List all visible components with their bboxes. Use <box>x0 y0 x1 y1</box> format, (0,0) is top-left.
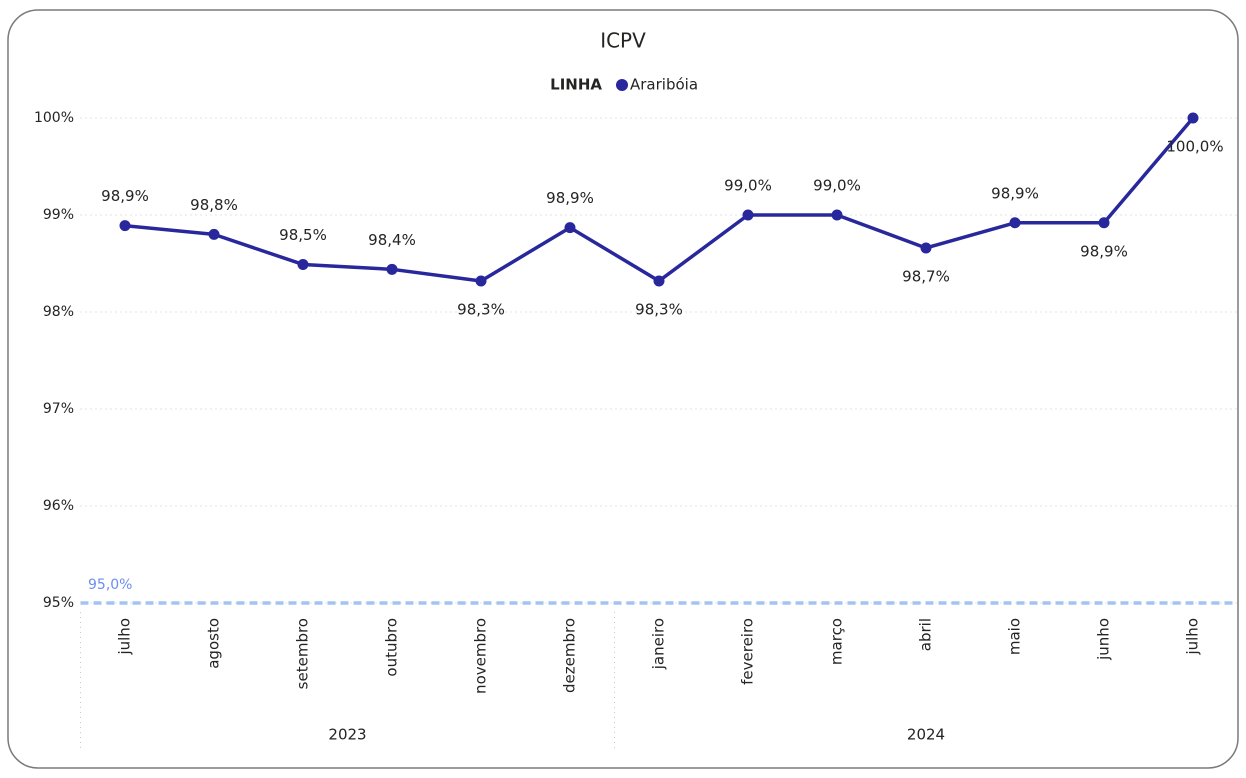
legend-title: LINHA <box>550 76 602 94</box>
point <box>208 228 220 240</box>
point <box>920 242 932 254</box>
data-label: 98,3% <box>635 300 683 318</box>
data-label: 98,4% <box>368 231 416 249</box>
point <box>1187 112 1199 124</box>
reference-label: 95,0% <box>88 577 132 593</box>
data-label: 98,7% <box>902 267 950 285</box>
point <box>564 222 576 234</box>
point <box>1009 217 1021 229</box>
group-label: 2024 <box>907 726 945 744</box>
x-tick-label: dezembro <box>561 618 579 693</box>
y-tick-label: 100% <box>34 110 74 126</box>
point <box>742 209 754 221</box>
point <box>297 258 309 270</box>
point <box>386 263 398 275</box>
x-tick-label: maio <box>1006 618 1024 655</box>
x-tick-label: agosto <box>205 618 223 669</box>
y-tick-label: 99% <box>43 207 74 223</box>
y-tick-label: 96% <box>43 498 74 514</box>
point <box>475 275 487 287</box>
y-tick-label: 98% <box>43 304 74 320</box>
x-tick-label: fevereiro <box>739 618 757 685</box>
group-label: 2023 <box>328 726 366 744</box>
data-label: 98,8% <box>190 196 238 214</box>
data-label: 100,0% <box>1166 138 1223 156</box>
data-label: 98,9% <box>991 184 1039 202</box>
point <box>1098 217 1110 229</box>
data-label: 98,9% <box>1080 242 1128 260</box>
point <box>831 209 843 221</box>
data-label: 98,3% <box>457 300 505 318</box>
x-tick-label: setembro <box>294 618 312 689</box>
y-tick-label: 95% <box>43 595 74 611</box>
data-label: 98,5% <box>279 226 327 244</box>
point <box>119 220 131 232</box>
legend-label: Araribóia <box>630 76 698 94</box>
x-tick-label: outubro <box>383 618 401 677</box>
x-tick-label: julho <box>116 618 134 656</box>
x-tick-label: novembro <box>472 618 490 694</box>
frame <box>7 9 1239 769</box>
chart-title: ICPV <box>600 29 646 53</box>
data-label: 99,0% <box>813 177 861 195</box>
point <box>653 275 665 287</box>
x-tick-label: junho <box>1095 618 1113 661</box>
data-label: 98,9% <box>546 189 594 207</box>
legend-marker <box>616 79 628 91</box>
x-tick-label: julho <box>1184 618 1202 656</box>
x-tick-label: março <box>828 618 846 665</box>
x-tick-label: janeiro <box>650 618 668 670</box>
data-label: 99,0% <box>724 177 772 195</box>
data-label: 98,9% <box>101 187 149 205</box>
x-tick-label: abril <box>917 618 935 651</box>
y-tick-label: 97% <box>43 401 74 417</box>
